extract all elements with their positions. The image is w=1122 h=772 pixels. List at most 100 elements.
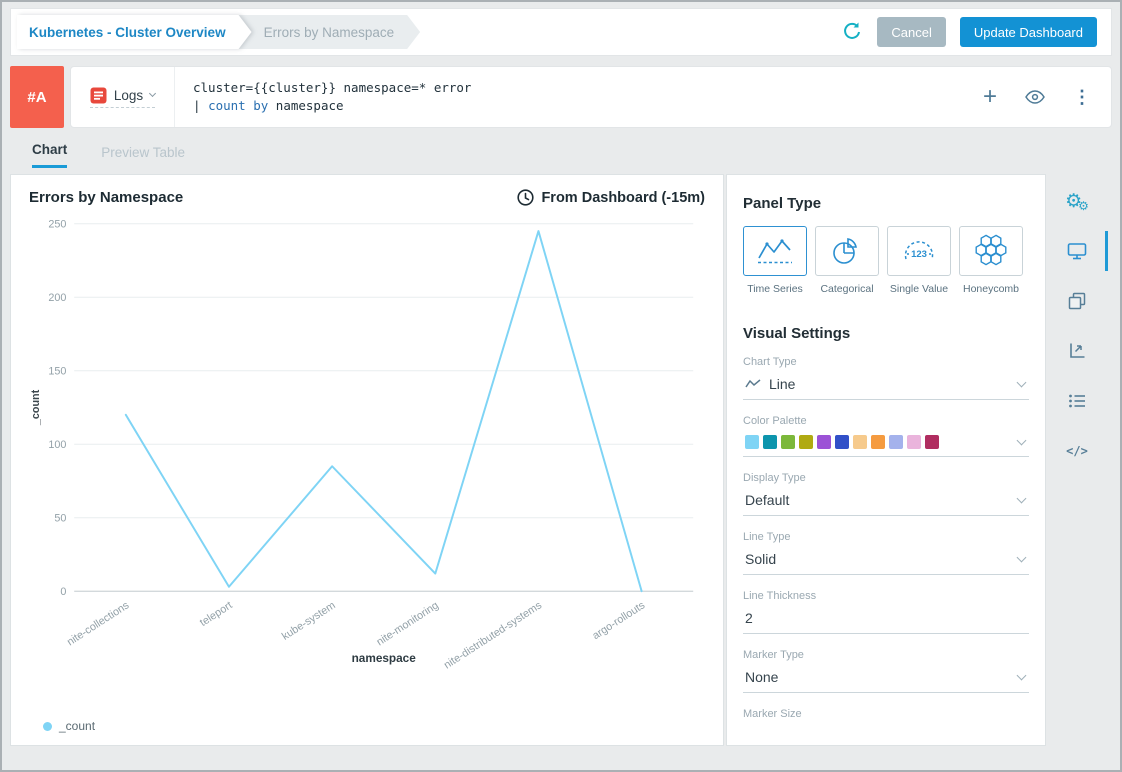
json-code-icon[interactable]: </>	[1066, 444, 1088, 458]
palette-swatch	[781, 435, 795, 449]
settings-panel: Panel Type Time Series	[726, 174, 1046, 746]
general-settings-gear-icon[interactable]: ⚙ ⚙	[1065, 190, 1089, 214]
chart-header: Errors by Namespace From Dashboard (-15m…	[29, 189, 705, 206]
categorical-pie-icon	[833, 238, 857, 264]
hide-query-eye-icon[interactable]	[1025, 90, 1045, 104]
visual-settings-title: Visual Settings	[743, 325, 851, 342]
chart-card: Errors by Namespace From Dashboard (-15m…	[10, 174, 724, 746]
line-chart-svg: 0 50 100 150 200 250 nite-collections teleport k…	[30, 219, 694, 670]
query-menu-icon[interactable]: ⋮	[1073, 87, 1091, 107]
chevron-down-icon	[1016, 670, 1027, 680]
single-value-icon: 123	[904, 241, 934, 260]
top-bar-actions: Cancel Update Dashboard	[841, 17, 1097, 47]
axes-settings-icon[interactable]	[1046, 334, 1108, 368]
time-range[interactable]: From Dashboard (-15m)	[517, 189, 705, 206]
main-area: Errors by Namespace From Dashboard (-15m…	[10, 174, 1112, 746]
palette-swatch	[889, 435, 903, 449]
honeycomb-icon	[975, 234, 1007, 266]
chevron-down-icon	[1016, 377, 1027, 387]
panel-type-honeycomb[interactable]: Honeycomb	[959, 226, 1023, 295]
palette-swatch	[835, 435, 849, 449]
svg-text:150: 150	[48, 366, 66, 378]
line-type-dropdown[interactable]: Solid	[743, 548, 1029, 575]
query-input[interactable]: cluster={{cluster}} namespace=* error | …	[175, 79, 983, 115]
panel-type-time-series[interactable]: Time Series	[743, 226, 807, 295]
svg-text:_count: _count	[30, 389, 42, 426]
svg-text:123: 123	[911, 249, 927, 260]
palette-swatch	[853, 435, 867, 449]
display-type-dropdown[interactable]: Default	[743, 489, 1029, 516]
query-row: #A Logs cluster={{cluster}} namespace=* …	[10, 66, 1112, 128]
svg-text:kube-system: kube-system	[280, 599, 338, 642]
query-line-2: | count by namespace	[193, 98, 344, 113]
marker-type-dropdown[interactable]: None	[743, 666, 1029, 693]
cancel-button[interactable]: Cancel	[877, 17, 946, 47]
query-actions: + ⋮	[983, 85, 1111, 109]
svg-text:nite-collections: nite-collections	[65, 599, 132, 648]
breadcrumb-dashboard[interactable]: Kubernetes - Cluster Overview	[17, 15, 252, 49]
palette-swatch	[799, 435, 813, 449]
palette-swatch	[745, 435, 759, 449]
svg-text:nite-distributed-systems: nite-distributed-systems	[442, 599, 545, 670]
source-select[interactable]: Logs	[71, 67, 175, 127]
palette-swatch	[817, 435, 831, 449]
tab-preview-table[interactable]: Preview Table	[101, 145, 186, 160]
chart-legend[interactable]: _count	[29, 719, 705, 733]
query-panel: Logs cluster={{cluster}} namespace=* err…	[70, 66, 1112, 128]
svg-text:50: 50	[54, 513, 66, 525]
svg-text:100: 100	[48, 439, 66, 451]
clock-icon	[517, 189, 535, 206]
panel-type-options: Time Series Categorical	[743, 226, 1029, 295]
color-palette-dropdown[interactable]	[743, 432, 1029, 457]
legend-settings-list-icon[interactable]	[1046, 384, 1108, 418]
color-palette-field: Color Palette	[743, 415, 1029, 457]
chevron-down-icon	[1016, 435, 1027, 445]
logs-icon	[90, 87, 107, 103]
top-bar: Kubernetes - Cluster Overview Errors by …	[10, 8, 1112, 56]
editor-tabs: Chart Preview Table	[10, 128, 1112, 168]
display-type-field: Display Type Default	[743, 472, 1029, 516]
svg-text:namespace: namespace	[352, 652, 417, 665]
panel-type-single-value[interactable]: 123 Single Value	[887, 226, 951, 295]
display-settings-monitor-icon[interactable]	[1046, 231, 1108, 271]
chevron-down-icon	[1016, 493, 1027, 503]
chart-type-dropdown[interactable]: Line	[743, 373, 1029, 400]
line-type-field: Line Type Solid	[743, 531, 1029, 575]
svg-text:argo-rollouts: argo-rollouts	[590, 599, 647, 642]
overlays-copy-icon[interactable]	[1046, 284, 1108, 318]
chart-type-field: Chart Type Line	[743, 356, 1029, 400]
legend-series-dot	[43, 721, 52, 731]
line-type-mini-icon	[745, 379, 761, 388]
marker-type-field: Marker Type None	[743, 649, 1029, 693]
refresh-icon[interactable]	[841, 21, 863, 43]
svg-text:teleport: teleport	[198, 599, 235, 629]
time-series-icon	[758, 239, 792, 264]
line-thickness-field: Line Thickness 2	[743, 590, 1029, 634]
svg-text:0: 0	[60, 586, 66, 598]
tab-chart[interactable]: Chart	[32, 142, 68, 168]
svg-text:nite-monitoring: nite-monitoring	[374, 599, 440, 648]
palette-swatch	[907, 435, 921, 449]
svg-text:250: 250	[48, 219, 66, 231]
update-dashboard-button[interactable]: Update Dashboard	[959, 17, 1097, 47]
legend-series-label: _count	[59, 719, 96, 733]
panel-type-title: Panel Type	[743, 195, 822, 212]
time-range-label: From Dashboard (-15m)	[541, 189, 705, 206]
palette-swatches	[745, 435, 1018, 449]
marker-size-field: Marker Size	[743, 708, 802, 720]
chevron-down-icon	[1016, 552, 1027, 562]
panel-type-categorical[interactable]: Categorical	[815, 226, 879, 295]
palette-swatch	[871, 435, 885, 449]
right-toolbar: ⚙ ⚙ </>	[1046, 174, 1108, 746]
palette-swatch	[763, 435, 777, 449]
add-query-icon[interactable]: +	[982, 83, 997, 110]
line-thickness-input[interactable]: 2	[743, 607, 1029, 634]
source-select-label: Logs	[113, 87, 144, 103]
chart-title: Errors by Namespace	[29, 189, 184, 206]
palette-swatch	[925, 435, 939, 449]
breadcrumb-panel: Errors by Namespace	[238, 15, 421, 49]
chevron-down-icon	[149, 89, 157, 98]
svg-text:200: 200	[48, 292, 66, 304]
breadcrumb: Kubernetes - Cluster Overview Errors by …	[17, 15, 420, 49]
